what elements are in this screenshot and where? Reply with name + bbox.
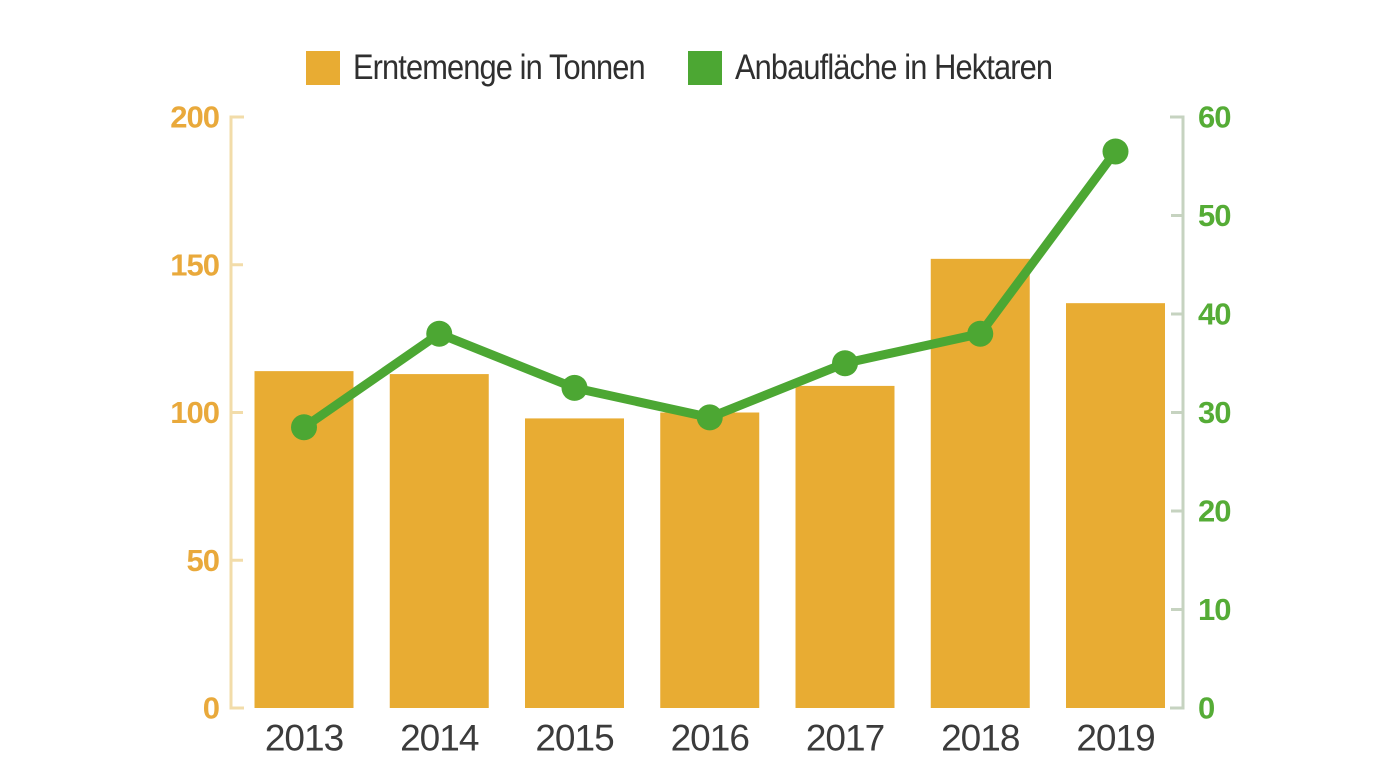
bar-2017 bbox=[795, 385, 895, 708]
x-axis-label-2018: 2018 bbox=[941, 718, 1019, 759]
x-axis-label-2019: 2019 bbox=[1076, 718, 1154, 759]
right-axis-tick-label-20: 20 bbox=[1198, 494, 1230, 529]
x-axis-label-2016: 2016 bbox=[671, 718, 749, 759]
x-axis-label-2017: 2017 bbox=[806, 718, 884, 759]
legend-swatch-erntemenge bbox=[306, 51, 340, 85]
left-axis-tick-label-150: 150 bbox=[170, 247, 219, 282]
x-axis-label-2013: 2013 bbox=[265, 718, 343, 759]
x-axis-label-2015: 2015 bbox=[535, 718, 614, 759]
left-axis-tick-label-0: 0 bbox=[203, 691, 219, 726]
line-point-2014 bbox=[426, 320, 453, 347]
bar-2019 bbox=[1066, 303, 1165, 708]
legend-label-anbauflaeche: Anbaufläche in Hektaren bbox=[735, 48, 1053, 87]
bar-2014 bbox=[389, 374, 489, 708]
legend-item-erntemenge: Erntemenge in Tonnen bbox=[306, 48, 685, 87]
legend-item-anbauflaeche: Anbaufläche in Hektaren bbox=[688, 48, 1095, 87]
line-point-2013 bbox=[291, 414, 317, 441]
line-point-2017 bbox=[832, 350, 858, 377]
bar-2015 bbox=[525, 418, 624, 708]
bar-2016 bbox=[660, 412, 760, 708]
right-axis-tick-label-10: 10 bbox=[1198, 592, 1230, 627]
right-axis-tick-label-50: 50 bbox=[1198, 198, 1230, 233]
right-axis-tick-label-30: 30 bbox=[1198, 395, 1230, 430]
legend-swatch-anbauflaeche bbox=[688, 51, 722, 85]
legend-label-erntemenge: Erntemenge in Tonnen bbox=[353, 48, 646, 87]
left-axis-tick-label-100: 100 bbox=[170, 395, 219, 430]
legend: Erntemenge in Tonnen Anbaufläche in Hekt… bbox=[0, 48, 1400, 90]
left-axis-tick-label-50: 50 bbox=[187, 543, 219, 578]
line-point-2018 bbox=[967, 320, 994, 347]
right-axis-tick-label-60: 60 bbox=[1198, 100, 1230, 135]
line-point-2016 bbox=[696, 404, 723, 431]
line-point-2019 bbox=[1102, 138, 1129, 165]
x-axis-label-2014: 2014 bbox=[400, 718, 479, 759]
right-axis-tick-label-0: 0 bbox=[1198, 691, 1214, 726]
line-point-2015 bbox=[561, 374, 588, 401]
right-axis-tick-label-40: 40 bbox=[1198, 297, 1230, 332]
left-axis-tick-label-200: 200 bbox=[170, 100, 219, 135]
